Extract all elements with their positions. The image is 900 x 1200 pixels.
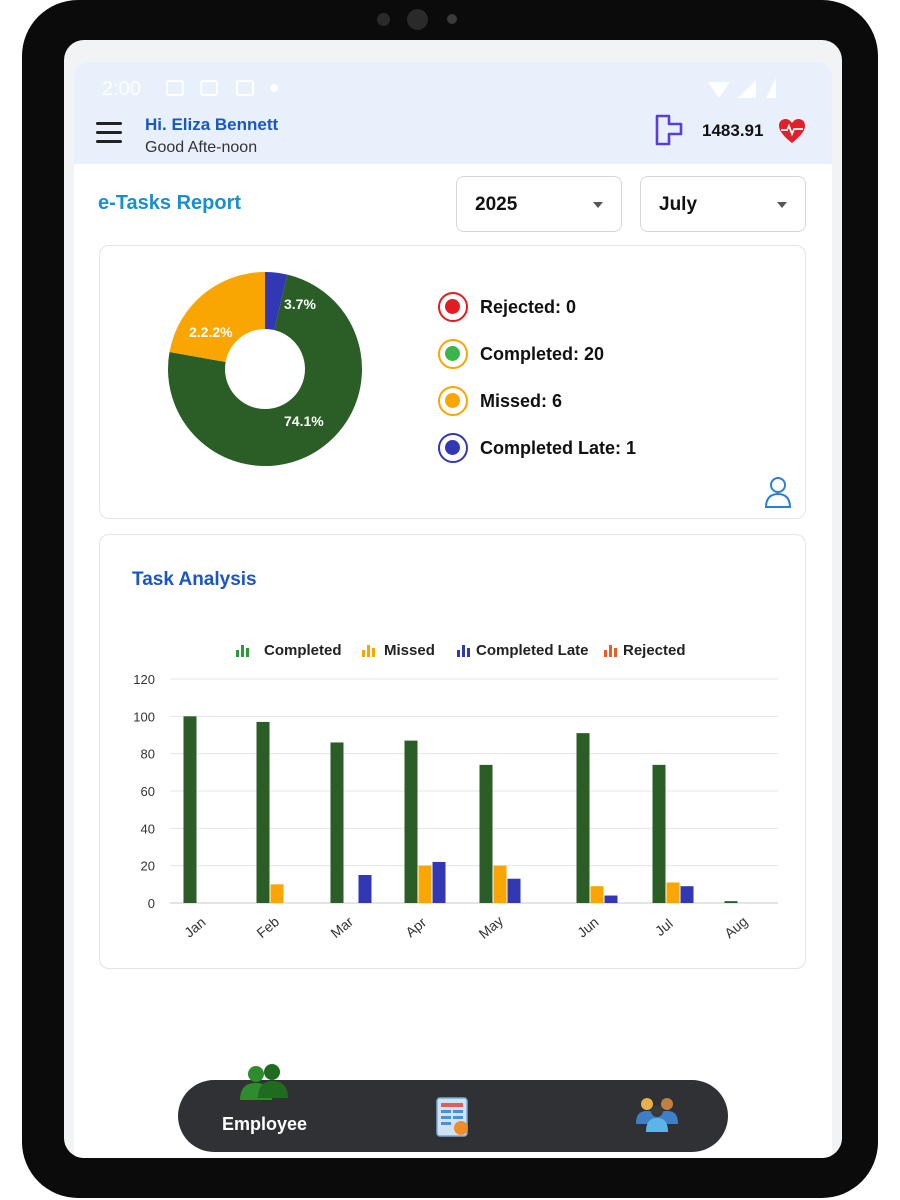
bottom-nav: Employee bbox=[178, 1064, 728, 1152]
bar-missed-apr bbox=[418, 865, 432, 903]
status-dot bbox=[270, 84, 278, 92]
bar-missed-jun bbox=[590, 886, 604, 903]
bar-chart-icon bbox=[457, 645, 471, 657]
signal-icon bbox=[738, 80, 756, 98]
nav-item-employee[interactable]: Employee bbox=[222, 1064, 342, 1152]
bar-chart-icon bbox=[362, 645, 376, 657]
task-analysis-card: Task Analysis Completed Missed Completed… bbox=[99, 534, 806, 969]
heart-pulse-icon bbox=[779, 119, 805, 143]
team-icon bbox=[636, 1098, 678, 1132]
donut-label-completed-late: 3.7% bbox=[284, 296, 316, 312]
bar-completed-jan bbox=[183, 716, 197, 903]
y-tick-label: 80 bbox=[141, 747, 155, 762]
analysis-title: Task Analysis bbox=[132, 569, 257, 590]
y-tick-label: 100 bbox=[133, 709, 155, 724]
legend-marker bbox=[438, 433, 468, 463]
y-tick-label: 0 bbox=[148, 896, 155, 911]
camera-dot-left bbox=[377, 13, 390, 26]
bar-completed-feb bbox=[256, 721, 270, 903]
x-tick-label: Aug bbox=[721, 913, 750, 941]
legend-marker bbox=[438, 292, 468, 322]
greeting-name: Hi. Eliza Bennett bbox=[145, 115, 279, 134]
x-tick-label: Jan bbox=[181, 914, 209, 941]
status-bar: 2:00 bbox=[102, 78, 802, 102]
report-sheet-icon bbox=[436, 1097, 468, 1137]
camera-dot-right bbox=[447, 14, 457, 24]
bar-completed-aug bbox=[724, 901, 738, 903]
y-tick-label: 120 bbox=[133, 672, 155, 687]
bar-missed-jul bbox=[666, 882, 680, 903]
x-tick-label: Jul bbox=[652, 915, 676, 939]
month-dropdown[interactable]: July bbox=[640, 176, 806, 232]
wifi-icon bbox=[708, 82, 730, 98]
bar-completed-may bbox=[479, 764, 493, 903]
nav-item-report[interactable] bbox=[433, 1080, 473, 1152]
status-time: 2:00 bbox=[102, 78, 141, 100]
camera-lens bbox=[407, 9, 428, 30]
legend-text: Completed Late: 1 bbox=[480, 438, 637, 458]
summary-card: 3.7% 74.1% 2.2.2% Rejected: 0 Completed:… bbox=[99, 245, 806, 519]
chart-legend-label: Completed bbox=[264, 642, 342, 659]
chart-legend-label: Missed bbox=[384, 642, 435, 659]
nav-label-employee: Employee bbox=[222, 1114, 308, 1134]
bar-completed-late-jul bbox=[680, 886, 694, 903]
x-tick-label: Feb bbox=[253, 913, 282, 941]
app-header: 2:00 Hi. Eliza Bennett Good Afte-noon 14… bbox=[74, 62, 832, 164]
app-window: 2:00 Hi. Eliza Bennett Good Afte-noon 14… bbox=[74, 62, 832, 1158]
y-tick-label: 40 bbox=[141, 821, 155, 836]
greeting-subtitle: Good Afte-noon bbox=[145, 139, 258, 156]
legend-text: Rejected: 0 bbox=[480, 297, 577, 317]
bar-completed-late-may bbox=[507, 878, 521, 903]
bar-completed-late-apr bbox=[432, 861, 446, 903]
donut-label-missed: 2.2.2% bbox=[189, 324, 233, 340]
donut-chart: 3.7% 74.1% 2.2.2% bbox=[168, 272, 362, 467]
legend-text: Completed: 20 bbox=[480, 344, 605, 364]
chevron-down-icon bbox=[777, 202, 787, 208]
x-tick-label: May bbox=[476, 913, 507, 942]
bar-completed-jun bbox=[576, 733, 590, 903]
notification-icon bbox=[166, 80, 184, 96]
legend-marker bbox=[438, 386, 468, 416]
year-dropdown[interactable]: 2025 bbox=[456, 176, 622, 232]
nav-item-team[interactable] bbox=[632, 1080, 682, 1152]
bar-completed-apr bbox=[404, 740, 418, 903]
y-tick-label: 20 bbox=[141, 859, 155, 874]
points-value: 1483.91 bbox=[702, 121, 764, 140]
bar-missed-may bbox=[493, 865, 507, 903]
year-value: 2025 bbox=[475, 194, 518, 215]
bar-completed-jul bbox=[652, 764, 666, 903]
employee-group-icon bbox=[240, 1064, 288, 1100]
y-tick-label: 60 bbox=[141, 784, 155, 799]
legend-marker bbox=[438, 339, 468, 369]
bar-chart-icon bbox=[236, 645, 250, 657]
bar-completed-late-jun bbox=[604, 895, 618, 903]
chart-legend-label: Rejected bbox=[623, 642, 686, 659]
task-bar-chart: 120 100 80 60 40 20 0 Jan Feb Mar Apr May Jun Jul Aug bbox=[133, 672, 778, 942]
x-tick-label: Jun bbox=[574, 914, 602, 941]
bar-missed-feb bbox=[270, 884, 284, 903]
report-title: e-Tasks Report bbox=[98, 192, 242, 214]
notification-icon-2 bbox=[200, 80, 218, 96]
hamburger-menu-icon[interactable] bbox=[96, 122, 122, 144]
bar-completed-late-mar bbox=[358, 875, 372, 903]
x-tick-label: Mar bbox=[327, 913, 356, 941]
screen: 2:00 Hi. Eliza Bennett Good Afte-noon 14… bbox=[64, 40, 842, 1158]
x-tick-label: Apr bbox=[402, 914, 429, 940]
user-icon[interactable] bbox=[764, 476, 792, 508]
bar-completed-mar bbox=[330, 742, 344, 903]
p-badge-icon[interactable] bbox=[654, 114, 684, 146]
donut-label-completed: 74.1% bbox=[284, 413, 324, 429]
chevron-down-icon bbox=[593, 202, 603, 208]
legend-text: Missed: 6 bbox=[480, 391, 563, 411]
chart-legend-label: Completed Late bbox=[476, 642, 589, 659]
month-value: July bbox=[659, 194, 698, 215]
battery-icon bbox=[766, 78, 776, 98]
bar-chart-icon bbox=[604, 645, 618, 657]
notification-icon-3 bbox=[236, 80, 254, 96]
